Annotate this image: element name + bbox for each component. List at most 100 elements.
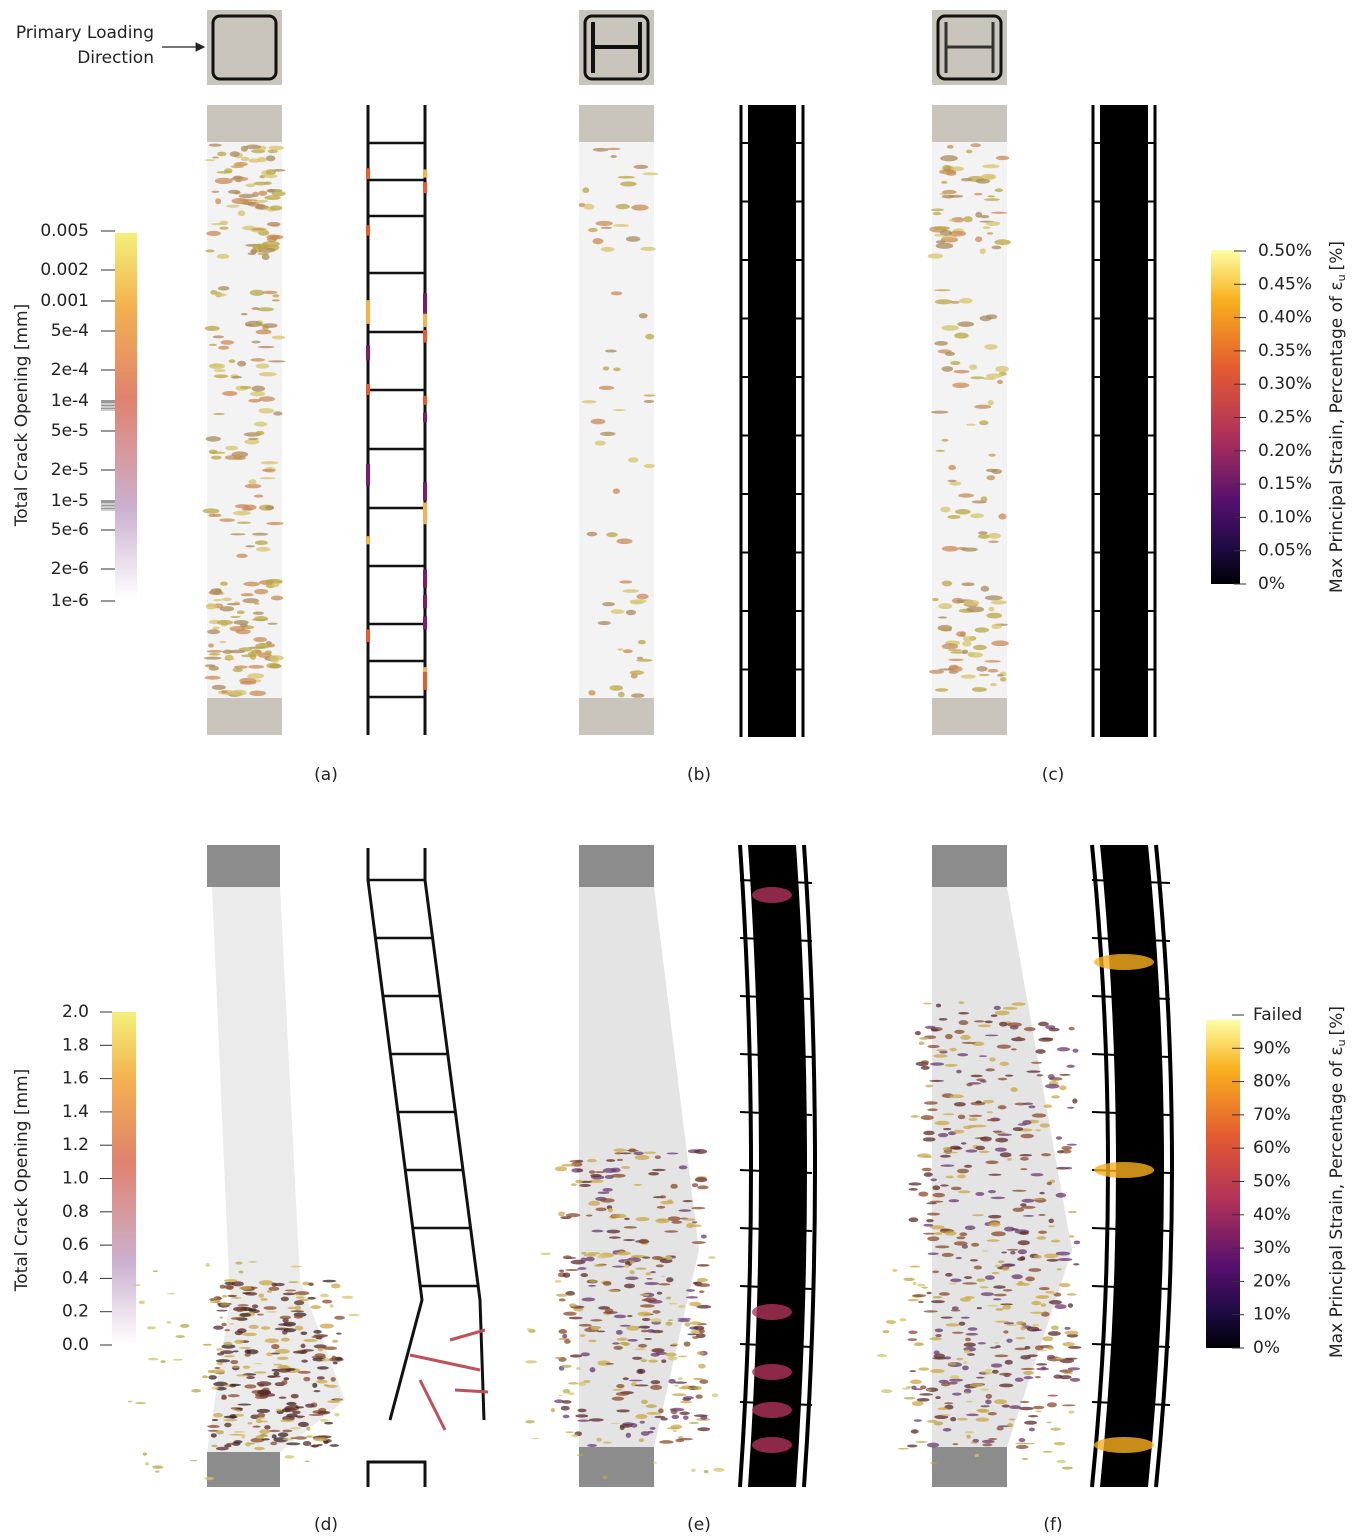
crack — [590, 1367, 596, 1372]
crack — [993, 1294, 1006, 1297]
crack — [947, 515, 960, 519]
crack — [271, 1283, 277, 1287]
crack — [1069, 1235, 1074, 1238]
crack — [627, 1315, 633, 1317]
crack — [697, 1264, 709, 1267]
crack — [213, 1326, 224, 1330]
crack — [920, 1385, 926, 1389]
crack — [995, 1010, 1010, 1015]
crack — [1007, 1249, 1019, 1251]
crack — [942, 580, 953, 586]
crack — [1018, 1249, 1027, 1254]
crack — [308, 1282, 313, 1285]
crack — [985, 1400, 992, 1405]
tick-label: 1.0 — [62, 1169, 89, 1189]
crack — [613, 224, 629, 227]
crack — [586, 1257, 595, 1262]
crack — [209, 144, 222, 147]
crack — [217, 254, 230, 259]
crack — [287, 1307, 296, 1310]
crack — [257, 307, 274, 311]
crack — [644, 1282, 659, 1285]
crack — [577, 1454, 584, 1456]
crack — [999, 1022, 1008, 1027]
crack — [554, 1280, 561, 1283]
crack — [256, 329, 272, 334]
crack — [1057, 1047, 1070, 1051]
crack — [932, 1270, 939, 1273]
crack — [303, 1377, 310, 1382]
crack — [224, 1423, 231, 1428]
crack — [262, 469, 275, 472]
crack — [215, 1300, 220, 1303]
crack — [998, 1105, 1007, 1109]
crack — [1020, 1256, 1025, 1260]
crack — [135, 1402, 146, 1404]
crack — [952, 1393, 962, 1396]
crack — [231, 690, 247, 696]
crack — [242, 1333, 257, 1337]
tick-label: 1e-5 — [51, 491, 89, 511]
crack — [258, 346, 275, 348]
crack — [1005, 1074, 1013, 1076]
crack — [696, 1394, 703, 1399]
crack — [981, 1292, 994, 1296]
crack — [595, 441, 606, 446]
crack — [242, 598, 259, 603]
crack — [239, 194, 255, 198]
crack — [592, 238, 603, 244]
crack — [323, 1347, 337, 1350]
crack — [651, 1380, 661, 1384]
crack — [948, 659, 963, 661]
crack — [607, 148, 621, 150]
strain-hot — [423, 570, 427, 588]
crack — [935, 299, 953, 304]
crack — [595, 1208, 606, 1212]
crack — [237, 521, 251, 524]
crack — [568, 1382, 578, 1385]
crack — [633, 165, 648, 169]
crack — [671, 1343, 678, 1345]
crack — [923, 1310, 938, 1312]
crack — [927, 1213, 940, 1216]
crack — [236, 1374, 248, 1376]
crack — [620, 1424, 632, 1428]
crack — [987, 1239, 1000, 1242]
crack — [254, 616, 268, 621]
crack — [290, 1266, 302, 1268]
crack — [613, 409, 626, 411]
crack — [333, 1362, 338, 1365]
crack — [587, 532, 598, 537]
crack — [987, 1111, 993, 1113]
crack — [240, 1313, 251, 1317]
tick-label: 0.005 — [40, 221, 89, 241]
crack — [623, 1239, 635, 1241]
crack — [561, 1365, 572, 1368]
crack — [626, 1150, 638, 1152]
crack — [639, 1239, 649, 1244]
crack — [902, 1387, 910, 1389]
crack — [254, 589, 268, 594]
rebar — [368, 1462, 425, 1487]
crack — [691, 1207, 705, 1210]
crack — [678, 1209, 691, 1212]
tick-label: 5e-4 — [51, 321, 89, 341]
crack — [704, 1470, 709, 1473]
crack — [620, 580, 633, 583]
crack — [640, 1294, 648, 1296]
crack — [936, 243, 954, 249]
crack — [283, 1377, 289, 1380]
crack — [1003, 1289, 1013, 1291]
crack — [216, 171, 232, 174]
crack — [153, 1270, 158, 1272]
crack — [272, 294, 279, 297]
tick-label: 20% — [1253, 1271, 1291, 1291]
crack — [961, 1142, 967, 1144]
crack — [591, 1230, 603, 1233]
crack — [995, 188, 1003, 192]
tick-label: 0.6 — [62, 1235, 89, 1255]
strain-hot — [366, 464, 370, 486]
crack — [942, 643, 958, 649]
crack — [205, 249, 214, 252]
crack — [630, 670, 644, 675]
